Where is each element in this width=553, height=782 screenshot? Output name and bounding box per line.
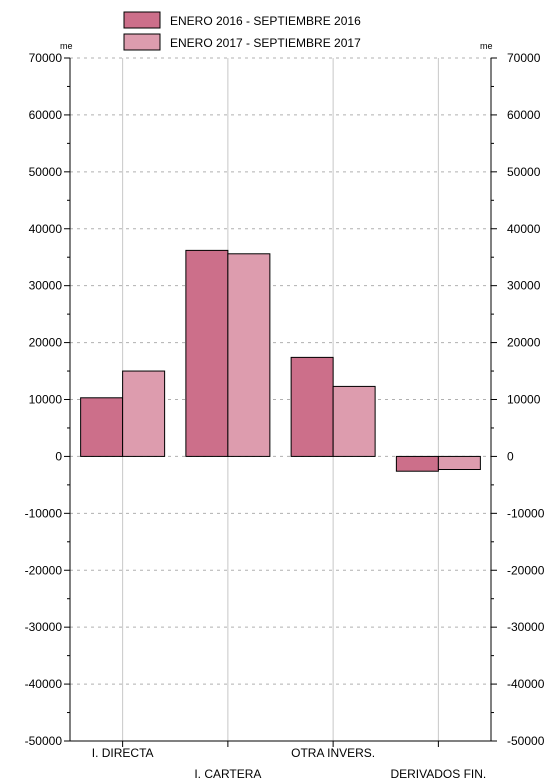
bar-series-2-2 [227, 253, 271, 457]
legend-label-series-1: ENERO 2016 - SEPTIEMBRE 2016 [170, 14, 361, 28]
y-tick-label-right: 30000 [507, 279, 541, 293]
bar-series-1-1 [80, 397, 124, 457]
y-axis-right: 70000 60000 50000 40000 30000 20000 10000 0 -100… [491, 51, 545, 748]
y-tick-label-left: 0 [55, 449, 62, 463]
x-tick-label: DERIVADOS FIN. [390, 767, 486, 781]
y-tick-label-right: 40000 [507, 222, 541, 236]
y-tick-label-left: -20000 [25, 563, 63, 577]
y-tick-label-right: 0 [507, 449, 514, 463]
y-axis-left: 70000 60000 50000 40000 30000 20000 10000 0 -100… [25, 51, 70, 748]
bar-series-1-3 [290, 356, 334, 457]
bars [80, 249, 481, 472]
x-tick-label: I. CARTERA [194, 767, 261, 781]
y-tick-label-left: 10000 [29, 393, 63, 407]
y-tick-label-left: 70000 [29, 51, 63, 65]
y-tick-label-right: -10000 [507, 506, 545, 520]
y-unit-left: me [60, 41, 73, 51]
y-tick-label-left: 50000 [29, 165, 63, 179]
y-tick-label-left: -40000 [25, 677, 63, 691]
y-tick-label-right: 20000 [507, 336, 541, 350]
y-tick-label-right: -50000 [507, 734, 545, 748]
y-tick-label-right: -30000 [507, 620, 545, 634]
bar-series-1-2 [185, 249, 229, 457]
y-tick-label-right: 70000 [507, 51, 541, 65]
bar-series-1-4 [395, 455, 439, 472]
legend: ENERO 2016 - SEPTIEMBRE 2016 ENERO 2017 … [123, 11, 361, 51]
legend-swatch-series-1 [123, 11, 161, 29]
bar-series-2-1 [122, 370, 166, 457]
y-tick-label-left: -50000 [25, 734, 63, 748]
bar-series-2-3 [332, 385, 376, 457]
x-tick-label: I. DIRECTA [92, 746, 154, 760]
legend-swatch-series-2 [123, 33, 161, 51]
y-tick-label-right: -20000 [507, 563, 545, 577]
y-tick-label-left: 20000 [29, 336, 63, 350]
y-tick-label-left: 30000 [29, 279, 63, 293]
y-tick-label-right: -40000 [507, 677, 545, 691]
y-unit-right: me [480, 41, 493, 51]
bar-series-2-4 [437, 455, 481, 471]
y-tick-label-right: 10000 [507, 393, 541, 407]
legend-label-series-2: ENERO 2017 - SEPTIEMBRE 2017 [170, 36, 361, 50]
y-tick-label-right: 50000 [507, 165, 541, 179]
y-tick-label-right: 60000 [507, 108, 541, 122]
x-tick-label: OTRA INVERS. [291, 746, 375, 760]
y-tick-label-left: 40000 [29, 222, 63, 236]
x-axis: I. DIRECTA I. CARTERA OTRA INVERS. DERIVADO… [92, 741, 486, 781]
y-tick-label-left: -30000 [25, 620, 63, 634]
y-tick-label-left: -10000 [25, 506, 63, 520]
y-tick-label-left: 60000 [29, 108, 63, 122]
